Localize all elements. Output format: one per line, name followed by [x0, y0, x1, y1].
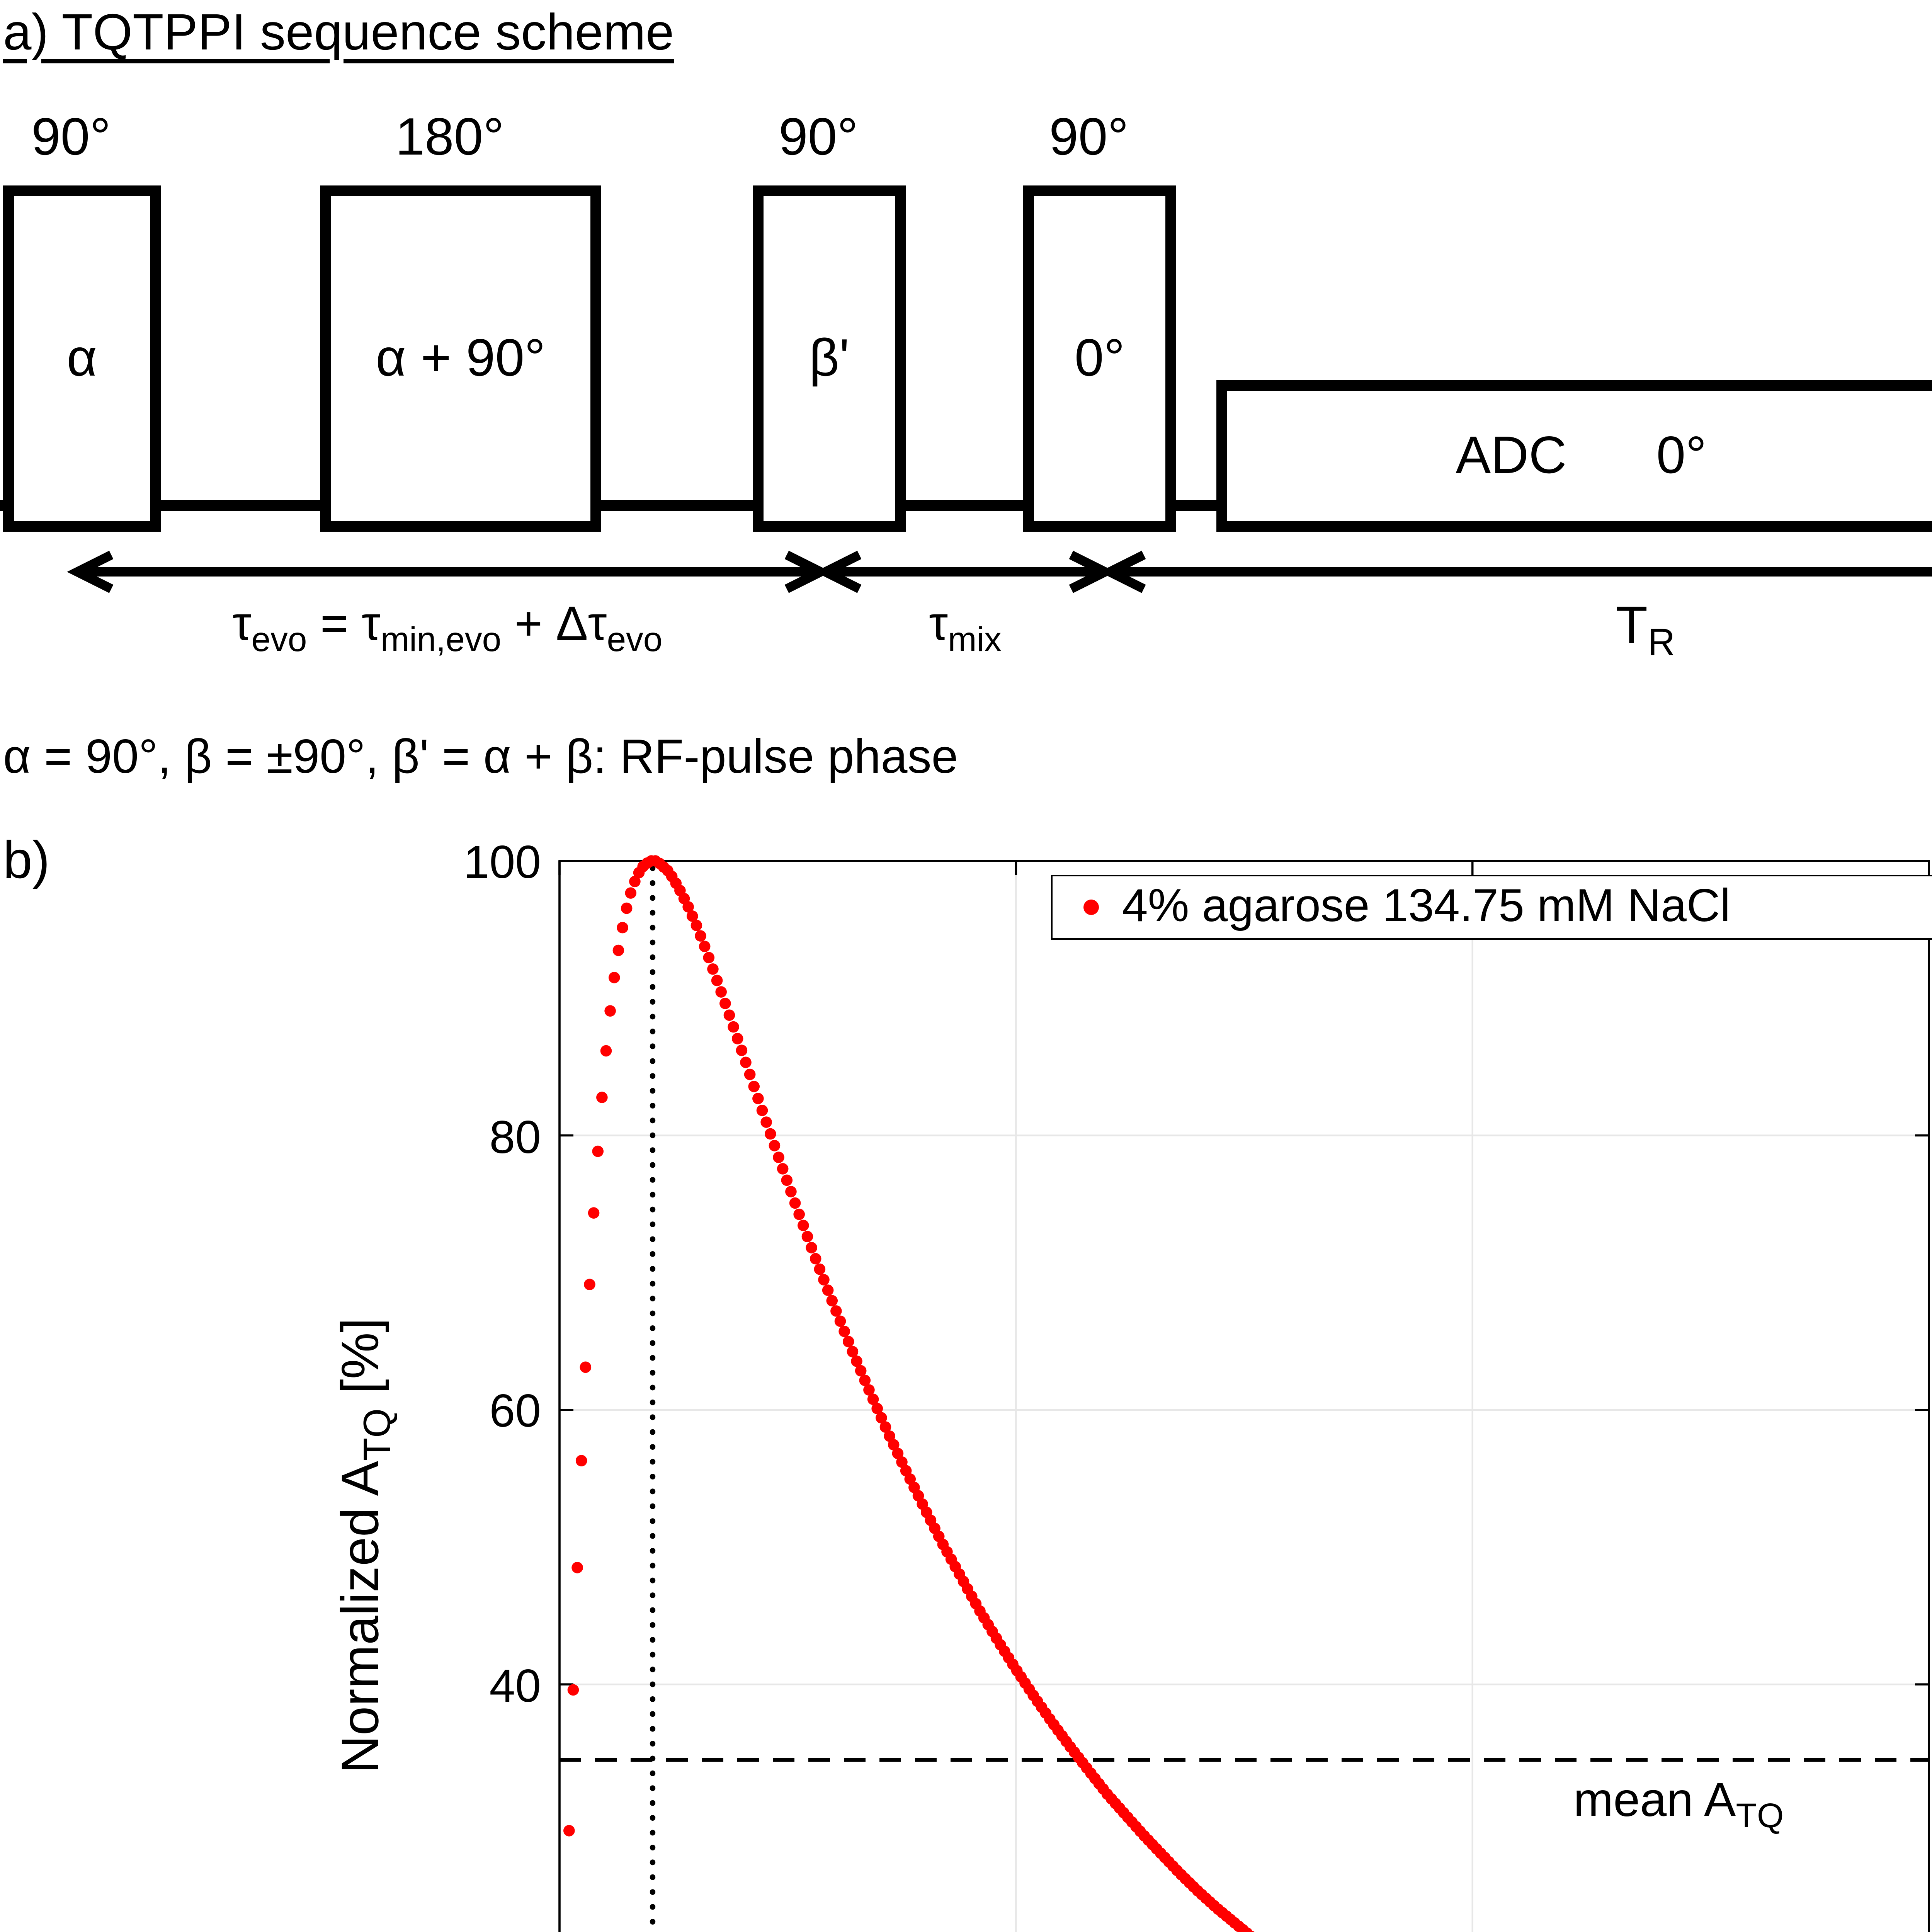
tr-sub: R — [1648, 622, 1675, 665]
adc-label: ADC — [1456, 426, 1567, 485]
pulse-3-rect: β' — [753, 185, 906, 532]
interval-evo-label: τevo = τmin,evo + Δτevo — [73, 597, 822, 660]
adc-block: ADC 0° — [1216, 380, 1932, 532]
pulse-3-phase-label: β' — [809, 328, 850, 387]
panel-b-label: b) — [3, 832, 50, 890]
y-axis-label: Normalized ATQ [%] — [332, 1318, 401, 1773]
ytick-60: 60 — [489, 1386, 541, 1437]
legend-box: 4% agarose 134.75 mM NaCl — [1051, 875, 1932, 940]
delta-tau-base: + Δτ — [501, 597, 607, 651]
pulse-2-phase-label: α + 90° — [376, 328, 546, 387]
tau-evo-base: τ — [232, 597, 252, 651]
tau-evo-sub: evo — [251, 620, 307, 659]
tr-base: T — [1616, 597, 1648, 655]
pulse-2-flip-label: 180° — [395, 108, 504, 167]
panel-a-title: a) TQTPPI sequence scheme — [3, 3, 674, 60]
ytick-100: 100 — [463, 838, 541, 889]
pulse-4-rect: 0° — [1023, 185, 1176, 532]
interval-tr-label: TR — [1108, 597, 1932, 666]
ylabel-sub: TQ — [357, 1408, 400, 1461]
tau-mix-base: τ — [929, 597, 948, 651]
plot-tick-marks — [558, 860, 1930, 1686]
pulse-1-rect: α — [3, 185, 161, 532]
mean-label-text: mean A — [1573, 1773, 1736, 1827]
mean-atq-label: mean ATQ — [1573, 1773, 1784, 1837]
ytick-40: 40 — [489, 1662, 541, 1713]
mix-left-arrowhead-icon — [815, 551, 862, 593]
pulse-2-rect: α + 90° — [320, 185, 601, 532]
interval-mix-label: τmix — [822, 597, 1108, 660]
plot-gridlines — [560, 860, 1930, 1932]
tr-left-arrowhead-icon — [1099, 551, 1146, 593]
pulse-1-flip-label: 90° — [31, 108, 111, 167]
legend-entry-label: 4% agarose 134.75 mM NaCl — [1122, 881, 1731, 932]
interval-arrows — [67, 551, 1932, 593]
tau-mix-sub: mix — [948, 620, 1002, 659]
ylabel-units: [%] — [332, 1318, 391, 1408]
plot-axes-box — [558, 860, 1930, 1932]
pulse-4-flip-label: 90° — [1049, 108, 1129, 167]
tau-minevo-sub: min,evo — [380, 620, 502, 659]
pulse-1-phase-label: α — [66, 328, 97, 387]
adc-phase-label: 0° — [1656, 426, 1707, 485]
evo-left-arrowhead-icon — [67, 551, 114, 593]
panel-a-caption: α = 90°, β = ±90°, β' = α + β: RF-pulse … — [3, 730, 958, 784]
ylabel-text: Normalized A — [332, 1461, 391, 1774]
data-points-series — [563, 855, 1255, 1932]
legend-marker-dot-icon — [1083, 900, 1099, 915]
ytick-80: 80 — [489, 1113, 541, 1164]
pulse-3-flip-label: 90° — [779, 108, 858, 167]
mean-label-sub: TQ — [1736, 1796, 1784, 1835]
delta-tau-sub: evo — [607, 620, 663, 659]
tau-minevo-base: = τ — [307, 597, 381, 651]
pulse-4-phase-label: 0° — [1074, 328, 1125, 387]
